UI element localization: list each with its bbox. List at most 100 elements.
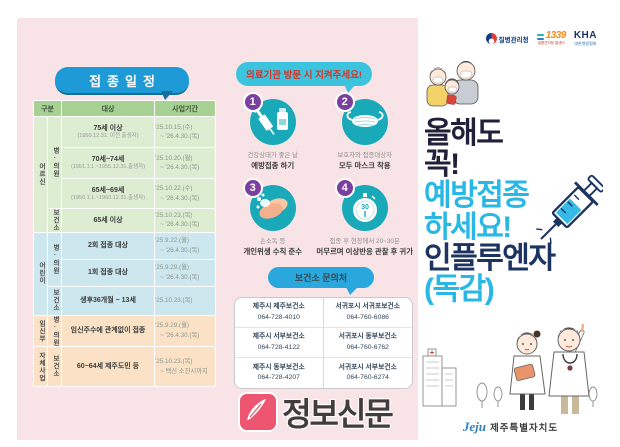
row-subnote: (1950.12.31. 이전 출생자) [77, 133, 139, 140]
contact-item: 서귀포시 서부보건소 064-760-6274 [324, 358, 413, 388]
contact-phone: 064-760-6274 [346, 374, 389, 381]
contact-name: 제주시 서부보건소 [252, 333, 305, 341]
headline-line-5: 인플루엔자 [424, 241, 556, 275]
header-target: 대상 [61, 100, 156, 117]
table-row: 어린이 병·의원 2회 접종 대상 '25.9.22.(월) ~ '26.4.30… [33, 231, 217, 316]
publisher-watermark: 정보신문 [225, 389, 405, 435]
row-period: '25.9.29.(월) [155, 264, 189, 272]
table-row: 자체사업 보건소 60~64세 제주도민 등 '25.10.23.(목) ~ 백신… [33, 346, 217, 387]
precaution-item-3: 3 손소독 등 개인위생 수칙 준수 [229, 178, 316, 267]
subgroup-center: 보건소 [46, 208, 63, 233]
kha-caption: 대한병원협회 [574, 41, 597, 46]
subgroup-clinic: 병·의원 [46, 116, 63, 209]
step-number-badge: 4 [334, 178, 355, 198]
group-elderly: 어르신 [33, 116, 48, 233]
contact-item: 제주시 서부보건소 064-728-4122 [235, 328, 324, 358]
contact-phone: 064-760-6762 [346, 343, 389, 351]
subgroup-clinic: 병·의원 [46, 314, 63, 347]
item-line1: 보호자와 접종대상자 [337, 152, 393, 159]
row-period: '25.10.15.(수) [155, 123, 193, 131]
row-target: 65세 이상 [93, 216, 123, 224]
precaution-item-2: 2 보호자와 접종대상자 모두 마스크 착용 [316, 92, 413, 181]
kdca-symbol-icon [485, 33, 497, 44]
contact-phone: 064-728-4207 [257, 374, 300, 381]
syringe-illustration [536, 174, 603, 244]
step-number-badge: 2 [334, 92, 355, 112]
family-illustration [426, 61, 479, 107]
contacts-card: 제주시 제주보건소 064-728-4010 서귀포시 서귀포보건소 064-7… [234, 297, 413, 389]
quill-icon [238, 392, 279, 432]
contact-name: 서귀포시 서부보건소 [338, 363, 397, 371]
group-pregnant: 임신부 [33, 314, 48, 347]
contact-name: 서귀포시 서귀포보건소 [335, 303, 400, 311]
leaflet-background: 접종일정 구분 대상 사업기간 어르신 병·의원 75세 이상 (1950.12.… [17, 18, 603, 440]
contact-name: 제주시 동부보건소 [252, 363, 305, 371]
table-row: 어르신 병·의원 75세 이상 (1950.12.31. 이전 출생자) '25.… [33, 116, 217, 233]
contact-item: 서귀포시 서귀포보건소 064-760-6086 [323, 298, 412, 328]
row-period: '25.10.23.(목) [155, 211, 193, 219]
schedule-title: 접종일정 [89, 73, 161, 89]
table-row: 보건소 생후36개월 ~ 13세 '25.10.23.(목) [34, 285, 217, 316]
call-center-logo: 1339 질병관리청 콜센터 [536, 30, 567, 46]
headline-line-3: 예방접종 [424, 179, 530, 213]
contact-phone: 064-760-6086 [346, 313, 389, 321]
schedule-title-bubble: 접종일정 [55, 67, 189, 100]
syringe-vial-icon: 1 [242, 92, 296, 145]
kha-label: KHA [573, 30, 597, 41]
contact-item: 제주시 동부보건소 064-728-4207 [235, 358, 324, 388]
row-period: '25.10.20.(월) [155, 154, 193, 162]
jeju-region-name: 제주특별자치도 [489, 423, 559, 434]
item-line2: 머무르며 이상반응 관찰 후 귀가 [316, 247, 413, 256]
contact-phone: 064-728-4010 [257, 313, 300, 321]
jeju-script-mark: Jeju [462, 419, 486, 434]
row-subnote: (1956.1.1.~1960.12.31.출생자) [70, 194, 146, 201]
kdca-logo: 질병관리청 [485, 33, 529, 44]
poster-headline: 올해도 꼭! 예방접종 하세요! 인플루엔자 (독감) [424, 117, 556, 306]
row-period: '25.10.23.(목) [155, 296, 193, 304]
headline-line-2: 꼭! [424, 148, 460, 182]
call-caption: 질병관리청 콜센터 [537, 41, 565, 46]
headline-line-6: (독감) [424, 272, 495, 306]
row-period: '25.9.29.(월) [155, 322, 189, 330]
jeju-logo: Jeju 제주특별자치도 [418, 419, 603, 435]
svg-text:30: 30 [361, 204, 369, 211]
call-number: 1339 [545, 30, 567, 42]
contact-name: 서귀포시 동부보건소 [338, 333, 397, 341]
precaution-item-4: 4 30 접종 후 현장에서 20~30분 머무르며 이상반응 관찰 후 귀가 [316, 178, 413, 267]
row-target: 70세~74세 [91, 156, 125, 164]
publisher-name: 정보신문 [282, 396, 394, 432]
item-line1: 접종 후 현장에서 20~30분 [329, 238, 400, 245]
handwash-icon: 3 [242, 178, 296, 231]
contact-item: 제주시 제주보건소 064-728-4010 [235, 298, 324, 328]
org-logos: 질병관리청 1339 질병관리청 콜센터 KHA 대한병원협회 [485, 30, 597, 46]
contact-item: 서귀포시 동부보건소 064-760-6762 [323, 328, 412, 358]
subgroup-clinic: 병·의원 [46, 231, 63, 287]
row-target: 생후36개월 ~ 13세 [80, 296, 136, 304]
precaution-item-1: 1 건강상태가 좋은 날 예방접종 하기 [229, 92, 316, 181]
row-target: 1회 접종 대상 [88, 268, 128, 276]
row-period: '25.10.23.(목) [155, 358, 193, 366]
row-target: 75세 이상 [93, 125, 123, 133]
schedule-header-row: 구분 대상 사업기간 [32, 100, 217, 117]
step-number-badge: 3 [242, 178, 263, 198]
row-subnote: (1951.1.1.~1955.12.31.출생자) [70, 164, 146, 171]
contacts-title-bubble: 보건소 문의처 [268, 267, 374, 295]
headline-line-1: 올해도 [424, 117, 504, 150]
row-period: '25.9.22.(월) [155, 237, 189, 245]
headline-line-4: 하세요! [424, 210, 512, 244]
mask-icon: 2 [334, 92, 388, 145]
subgroup-center: 보건소 [46, 346, 63, 387]
table-row: 임신부 병·의원 임신주수에 관계없이 접종 '25.9.29.(월) ~ '26… [33, 314, 217, 347]
item-line2: 모두 마스크 착용 [338, 161, 391, 170]
table-row: 1회 접종 대상 '25.9.29.(월) ~ '26.4.30.(목) [34, 258, 217, 287]
subgroup-center: 보건소 [46, 285, 63, 316]
item-line1: 건강상태가 좋은 날 [247, 152, 298, 159]
row-target: 임신주수에 관계없이 접종 [70, 327, 146, 335]
group-child: 어린이 [33, 231, 48, 316]
doctors-illustration [422, 323, 598, 414]
table-row: 70세~74세 (1951.1.1.~1955.12.31.출생자) '25.10… [34, 147, 217, 179]
table-row: 보건소 65세 이상 '25.10.23.(목) ~ '26.4.30.(목) [34, 208, 217, 233]
header-period: 사업기간 [154, 100, 217, 117]
row-target: 60~64세 제주도민 등 [76, 362, 140, 370]
row-target: 2회 접종 대상 [88, 241, 128, 249]
